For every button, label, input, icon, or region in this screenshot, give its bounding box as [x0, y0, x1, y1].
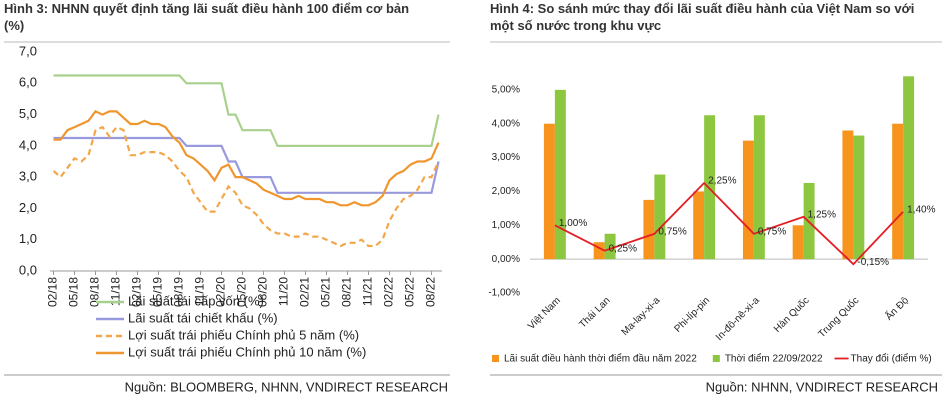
chart-title: Hình 4: So sánh mức thay đổi lãi suất đi… — [490, 1, 914, 33]
series-line — [53, 74, 440, 147]
source: Nguồn: NHNN, VNDIRECT RESEARCH — [706, 379, 938, 394]
x-tick-label: 02/18 — [46, 277, 60, 307]
series-line — [53, 136, 440, 194]
y-tick-label: 4,00% — [492, 118, 520, 129]
data-label: 1,40% — [907, 204, 935, 215]
data-label: 0,75% — [758, 226, 786, 237]
x-tick-label: 05/19 — [151, 277, 165, 307]
data-label: 0,25% — [609, 243, 637, 254]
source: Nguồn: BLOOMBERG, NHNN, VNDIRECT RESEARC… — [125, 379, 448, 394]
series-line — [52, 125, 440, 248]
x-tick-label: 08/20 — [256, 277, 270, 307]
bar — [853, 135, 865, 260]
legend-label: Thay đổi (điểm %) — [851, 353, 932, 365]
bar — [704, 115, 716, 260]
bar — [842, 130, 854, 260]
chart-title: Hình 3: NHNN quyết định tăng lãi suất đi… — [4, 1, 409, 33]
data-label: 2,25% — [708, 176, 736, 187]
x-tick-label: 05/20 — [235, 277, 249, 307]
x-tick-label: 11/20 — [277, 277, 291, 306]
y-tick-label: -1,00% — [488, 288, 520, 299]
x-tick-label: 05/21 — [319, 277, 333, 307]
x-tick-label: 02/21 — [298, 277, 312, 307]
y-tick-label: 7,0 — [19, 43, 37, 58]
legend-swatch — [492, 355, 499, 362]
x-tick-label: 08/22 — [424, 277, 438, 307]
legend-label: Lợi suất trái phiếu Chính phủ 10 năm (%) — [128, 344, 366, 359]
bar — [892, 123, 904, 260]
data-label: 1,00% — [559, 218, 587, 229]
data-label: 1,25% — [808, 209, 836, 220]
x-tick-label: 11/21 — [361, 277, 375, 306]
y-tick-label: 5,00% — [492, 84, 520, 95]
legend-label: Thời điểm 22/09/2022 — [725, 353, 823, 365]
bar — [792, 225, 804, 260]
bar — [903, 76, 915, 260]
y-tick-label: 1,0 — [19, 231, 37, 246]
legend-label: Lãi suất điều hành thời điểm đầu năm 202… — [504, 353, 697, 365]
x-tick-label: 08/19 — [172, 277, 186, 307]
series-line — [53, 110, 440, 207]
y-tick-label: 1,00% — [492, 220, 520, 231]
x-tick-label: 05/18 — [67, 277, 81, 307]
y-tick-label: 3,0 — [19, 169, 37, 184]
bar — [593, 242, 605, 260]
y-tick-label: 2,00% — [492, 186, 520, 197]
legend-label: Lợi suất trái phiếu Chính phủ 5 năm (%) — [128, 327, 359, 342]
legend-swatch — [712, 355, 720, 362]
x-tick-label: 02/19 — [130, 277, 144, 307]
y-tick-label: 0,00% — [492, 254, 520, 265]
bar — [604, 233, 616, 260]
bar — [742, 140, 754, 260]
x-tick-label: 11/18 — [109, 277, 123, 306]
legend-label: Lãi suất tái cấp vốn (%) — [128, 293, 264, 308]
data-label: 0,75% — [658, 226, 686, 237]
y-tick-label: 2,0 — [19, 200, 37, 215]
x-tick-label: 02/22 — [382, 277, 396, 307]
legend-label: Lãi suất tái chiết khấu (%) — [128, 310, 278, 325]
y-tick-label: 0,0 — [19, 262, 37, 277]
x-tick-label: 02/20 — [214, 277, 228, 307]
series-line — [554, 181, 904, 266]
y-tick-label: 5,0 — [19, 106, 37, 121]
x-tick-label: 08/21 — [340, 277, 354, 307]
y-tick-label: 3,00% — [492, 152, 520, 163]
data-label: -0,15% — [857, 257, 889, 268]
x-tick-label: 08/18 — [88, 277, 102, 307]
y-tick-label: 6,0 — [19, 75, 37, 90]
x-tick-label: 05/22 — [403, 277, 417, 307]
bar — [753, 115, 765, 260]
bar — [693, 191, 705, 260]
bar — [643, 199, 655, 260]
bar — [654, 174, 666, 260]
bar — [543, 123, 555, 260]
y-tick-label: 4,0 — [19, 137, 37, 152]
x-tick-label: 11/19 — [193, 277, 207, 306]
bar — [554, 89, 566, 260]
